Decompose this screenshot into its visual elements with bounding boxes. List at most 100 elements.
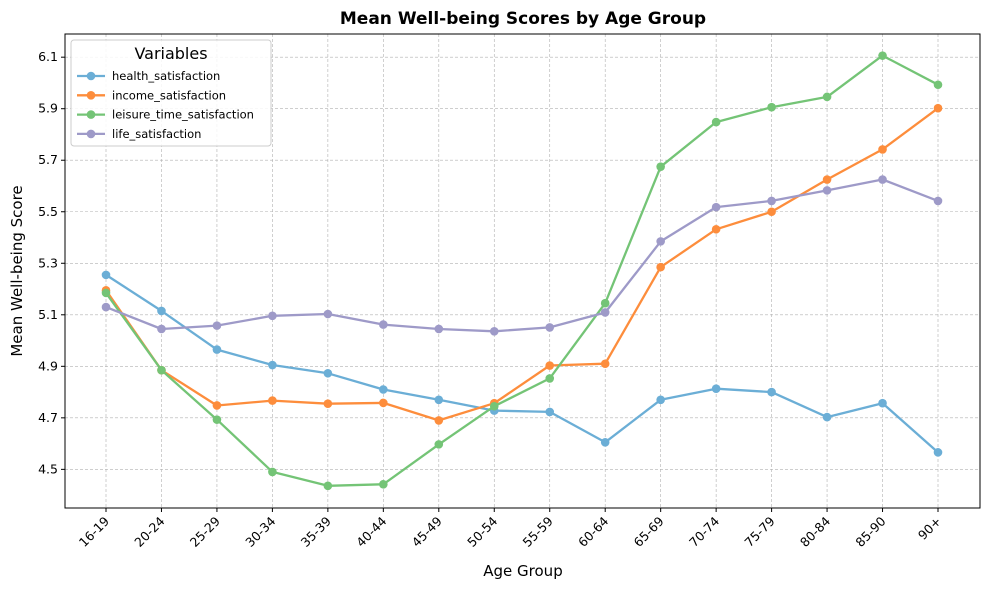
legend-box <box>70 39 272 147</box>
data-point <box>711 384 721 394</box>
data-point <box>933 196 943 206</box>
y-tick-label: 5.1 <box>38 307 58 322</box>
data-point <box>767 196 776 206</box>
data-point <box>545 407 555 417</box>
series-leisure-time-satisfaction <box>101 51 943 491</box>
data-point <box>878 145 887 154</box>
data-point <box>822 175 832 184</box>
legend-label: life_satisfaction <box>112 127 201 141</box>
data-point <box>600 308 610 317</box>
data-point <box>767 387 776 397</box>
legend-swatch-marker <box>86 91 96 100</box>
data-point <box>656 237 665 246</box>
legend-item: life_satisfaction <box>77 127 201 141</box>
x-axis-label: Age Group <box>483 562 562 580</box>
data-point <box>434 440 444 449</box>
data-point <box>323 481 333 491</box>
y-tick-label: 5.3 <box>38 255 58 270</box>
y-tick-label: 4.5 <box>38 461 58 476</box>
series-health-satisfaction <box>101 270 943 457</box>
x-tick-label: 16-19 <box>76 513 112 549</box>
data-point <box>268 360 277 370</box>
data-point <box>767 207 776 217</box>
data-point <box>933 80 943 90</box>
data-point <box>822 92 832 102</box>
x-tick-label: 40-44 <box>353 513 389 549</box>
legend-swatch-marker <box>86 129 96 139</box>
x-tick-label: 75-79 <box>741 513 777 549</box>
data-point <box>656 162 665 171</box>
data-point <box>656 262 665 272</box>
data-point <box>933 103 943 113</box>
data-point <box>268 396 277 405</box>
chart-title: Mean Well-being Scores by Age Group <box>340 9 706 29</box>
data-point <box>600 438 610 447</box>
data-point <box>101 302 111 312</box>
y-axis-label: Mean Well-being Score <box>8 185 26 356</box>
data-point <box>101 270 111 280</box>
legend-items: health_satisfaction income_satisfactionle… <box>77 69 254 141</box>
y-tick-label: 4.9 <box>38 358 58 373</box>
series-group <box>101 51 943 491</box>
legend-label: leisure_time_satisfaction <box>112 108 254 122</box>
data-point <box>878 175 887 184</box>
data-point <box>434 395 444 405</box>
y-tick-label: 5.7 <box>38 152 58 167</box>
data-point <box>157 365 166 375</box>
data-point <box>878 398 887 408</box>
legend-title: Variables <box>134 44 207 63</box>
data-point <box>767 102 776 112</box>
x-tick-label: 90+ <box>915 514 944 543</box>
legend-swatch-marker <box>86 110 96 119</box>
data-point <box>600 359 610 369</box>
data-point <box>933 448 943 457</box>
legend: Variables health_satisfaction income_sati… <box>70 39 272 147</box>
series-line <box>105 178 939 333</box>
y-axis-ticks: 4.5 4.7 4.9 5.1 5.3 5.5 5.7 5.9 6.1 <box>38 49 65 476</box>
data-point <box>878 51 887 60</box>
data-point <box>157 324 166 334</box>
data-point <box>212 401 222 410</box>
x-tick-label: 30-34 <box>242 513 278 549</box>
x-tick-label: 80-84 <box>797 513 833 549</box>
data-point <box>157 306 166 316</box>
x-tick-label: 70-74 <box>686 513 722 549</box>
legend-item: leisure_time_satisfaction <box>77 108 254 122</box>
y-tick-label: 5.5 <box>38 204 58 219</box>
x-axis-ticks: 16-19 20-24 25-29 30-34 35-39 40-44 45-49 50-54… <box>76 508 944 550</box>
data-point <box>268 311 277 321</box>
series-line <box>105 54 939 487</box>
x-tick-label: 50-54 <box>464 513 500 549</box>
data-point <box>379 480 388 489</box>
data-point <box>323 399 333 408</box>
series-life-satisfaction <box>101 175 943 336</box>
series-income-satisfaction <box>101 103 943 425</box>
data-point <box>434 324 444 334</box>
legend-label: health_satisfaction <box>112 69 220 83</box>
data-point <box>711 117 721 127</box>
data-point <box>268 467 277 477</box>
data-point <box>489 401 499 411</box>
legend-label: income_satisfaction <box>112 88 226 102</box>
legend-swatch-marker <box>86 71 96 81</box>
legend-item: income_satisfaction <box>77 88 226 102</box>
data-point <box>379 320 388 329</box>
data-point <box>822 412 832 422</box>
series-line <box>105 273 939 454</box>
x-tick-label: 35-39 <box>298 513 334 549</box>
data-point <box>212 321 222 330</box>
legend-item: health_satisfaction <box>77 69 220 83</box>
data-point <box>212 345 222 354</box>
data-point <box>545 374 555 383</box>
data-point <box>656 395 665 405</box>
data-point <box>323 309 333 319</box>
data-point <box>212 415 222 424</box>
series-line <box>105 107 939 422</box>
data-point <box>600 298 610 308</box>
plot-frame <box>64 33 981 509</box>
data-point <box>822 186 832 195</box>
y-tick-label: 6.1 <box>38 49 58 64</box>
data-point <box>545 323 555 332</box>
x-tick-label: 25-29 <box>187 513 223 549</box>
data-point <box>379 385 388 394</box>
